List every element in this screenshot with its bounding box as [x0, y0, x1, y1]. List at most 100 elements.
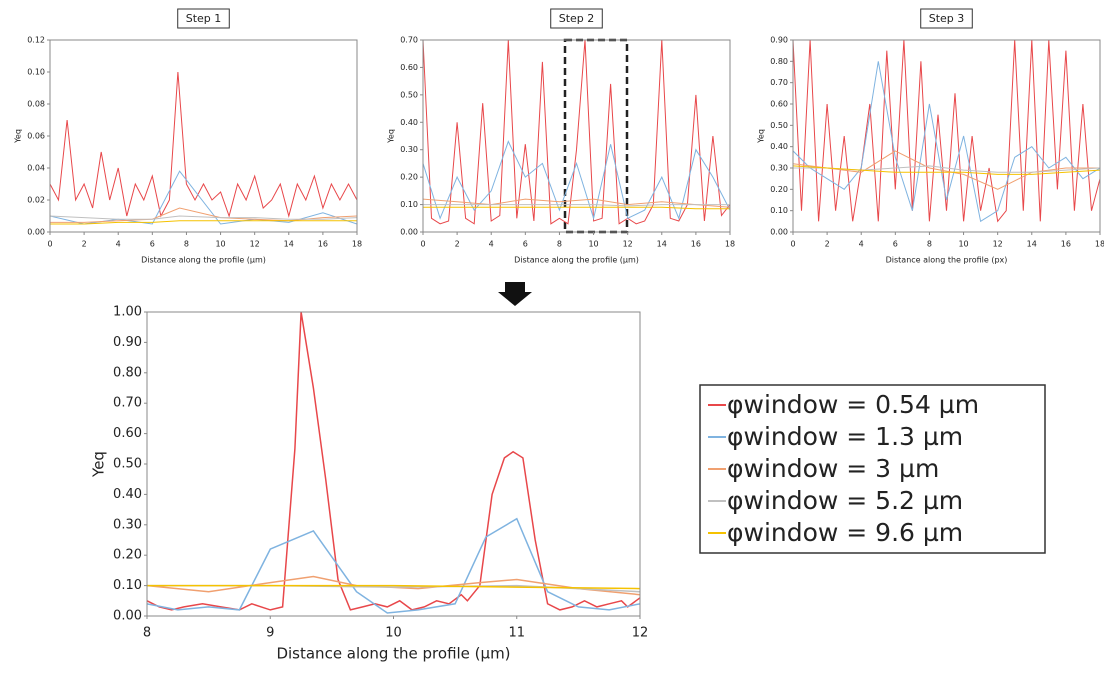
x-tick-label: 14 [657, 240, 667, 249]
x-tick-label: 8 [143, 626, 151, 641]
legend-label: φwindow = 0.54 µm [727, 390, 979, 419]
y-axis-label: Yeq [387, 129, 396, 144]
y-tick-label: 1.00 [113, 305, 142, 320]
chart-title: Step 2 [559, 12, 595, 25]
y-tick-label: 0.12 [27, 36, 45, 45]
y-tick-label: 0.00 [27, 228, 45, 237]
x-tick-label: 12 [623, 240, 633, 249]
legend-label: φwindow = 9.6 µm [727, 518, 963, 547]
x-tick-label: 11 [508, 626, 525, 641]
x-tick-label: 6 [523, 240, 528, 249]
chart-title: Step 1 [186, 12, 222, 25]
x-tick-label: 4 [116, 240, 121, 249]
x-axis-label: Distance along the profile (µm) [276, 645, 510, 663]
y-tick-label: 0.10 [400, 200, 418, 209]
plot-frame [792, 39, 1101, 233]
y-tick-label: 0.30 [400, 145, 418, 154]
y-axis-label: Yeq [14, 129, 23, 144]
title-box [920, 8, 973, 29]
x-tick-label: 6 [893, 240, 898, 249]
x-axis-label: Distance along the profile (px) [886, 256, 1008, 265]
series-line [50, 220, 357, 225]
y-tick-label: 0.40 [400, 118, 418, 127]
y-tick-label: 0.00 [113, 609, 142, 624]
y-tick-label: 0.00 [770, 228, 788, 237]
y-tick-label: 0.70 [770, 78, 788, 87]
y-tick-label: 0.02 [27, 196, 45, 205]
series-line [423, 204, 730, 207]
chart-title: Step 3 [929, 12, 965, 25]
y-tick-label: 0.10 [27, 68, 45, 77]
y-tick-label: 0.06 [27, 132, 45, 141]
y-tick-label: 0.60 [400, 63, 418, 72]
x-tick-label: 18 [352, 240, 362, 249]
y-tick-label: 0.40 [113, 487, 142, 502]
x-tick-label: 10 [588, 240, 598, 249]
x-tick-label: 14 [284, 240, 294, 249]
x-tick-label: 12 [632, 626, 649, 641]
y-tick-label: 0.20 [400, 173, 418, 182]
plot-frame [146, 311, 641, 617]
series-line [50, 207, 357, 223]
y-tick-label: 0.70 [400, 36, 418, 45]
x-tick-label: 18 [725, 240, 735, 249]
x-tick-label: 4 [489, 240, 494, 249]
series-line [793, 150, 1100, 190]
y-tick-label: 0.50 [770, 121, 788, 130]
series-line [423, 39, 730, 225]
series-line [793, 61, 1100, 223]
y-tick-label: 0.30 [770, 164, 788, 173]
x-axis-label: Distance along the profile (µm) [514, 256, 639, 265]
x-tick-label: 14 [1027, 240, 1037, 249]
legend-label: φwindow = 1.3 µm [727, 422, 963, 451]
x-tick-label: 2 [82, 240, 87, 249]
series-line [793, 165, 1100, 175]
x-tick-label: 12 [993, 240, 1003, 249]
y-tick-label: 0.50 [113, 457, 142, 472]
x-tick-label: 6 [150, 240, 155, 249]
x-tick-label: 0 [790, 240, 795, 249]
x-axis-label: Distance along the profile (µm) [141, 256, 266, 265]
zoom-box [563, 38, 629, 234]
y-tick-label: 0.50 [400, 90, 418, 99]
title-box [177, 8, 230, 29]
x-tick-label: 18 [1095, 240, 1104, 249]
series-line [423, 198, 730, 208]
y-tick-label: 0.60 [113, 426, 142, 441]
x-tick-label: 10 [958, 240, 968, 249]
legend-box [699, 384, 1046, 554]
x-tick-label: 10 [215, 240, 225, 249]
arrow [498, 282, 532, 306]
x-tick-label: 16 [691, 240, 701, 249]
series-line [50, 170, 357, 225]
title-box [550, 8, 603, 29]
y-tick-label: 0.90 [113, 335, 142, 350]
series-line [147, 584, 640, 590]
legend-label: φwindow = 5.2 µm [727, 486, 963, 515]
y-tick-label: 0.20 [113, 548, 142, 563]
y-tick-label: 0.90 [770, 36, 788, 45]
legend-label: φwindow = 3 µm [727, 454, 939, 483]
plot-frame [422, 39, 731, 233]
x-tick-label: 12 [250, 240, 260, 249]
y-tick-label: 0.60 [770, 100, 788, 109]
y-tick-label: 0.04 [27, 164, 45, 173]
x-tick-label: 16 [318, 240, 328, 249]
y-tick-label: 0.10 [113, 578, 142, 593]
series-line [793, 39, 1100, 223]
y-tick-label: 0.40 [770, 142, 788, 151]
y-tick-label: 0.10 [770, 206, 788, 215]
x-tick-label: 0 [47, 240, 52, 249]
series-line [147, 311, 640, 611]
plot-frame [49, 39, 358, 233]
x-tick-label: 10 [385, 626, 402, 641]
y-tick-label: 0.20 [770, 185, 788, 194]
y-tick-label: 0.80 [113, 365, 142, 380]
x-tick-label: 4 [859, 240, 864, 249]
y-axis-label: Yeq [757, 129, 766, 144]
y-tick-label: 0.08 [27, 100, 45, 109]
series-line [423, 206, 730, 210]
x-tick-label: 8 [927, 240, 932, 249]
y-tick-label: 0.00 [400, 228, 418, 237]
